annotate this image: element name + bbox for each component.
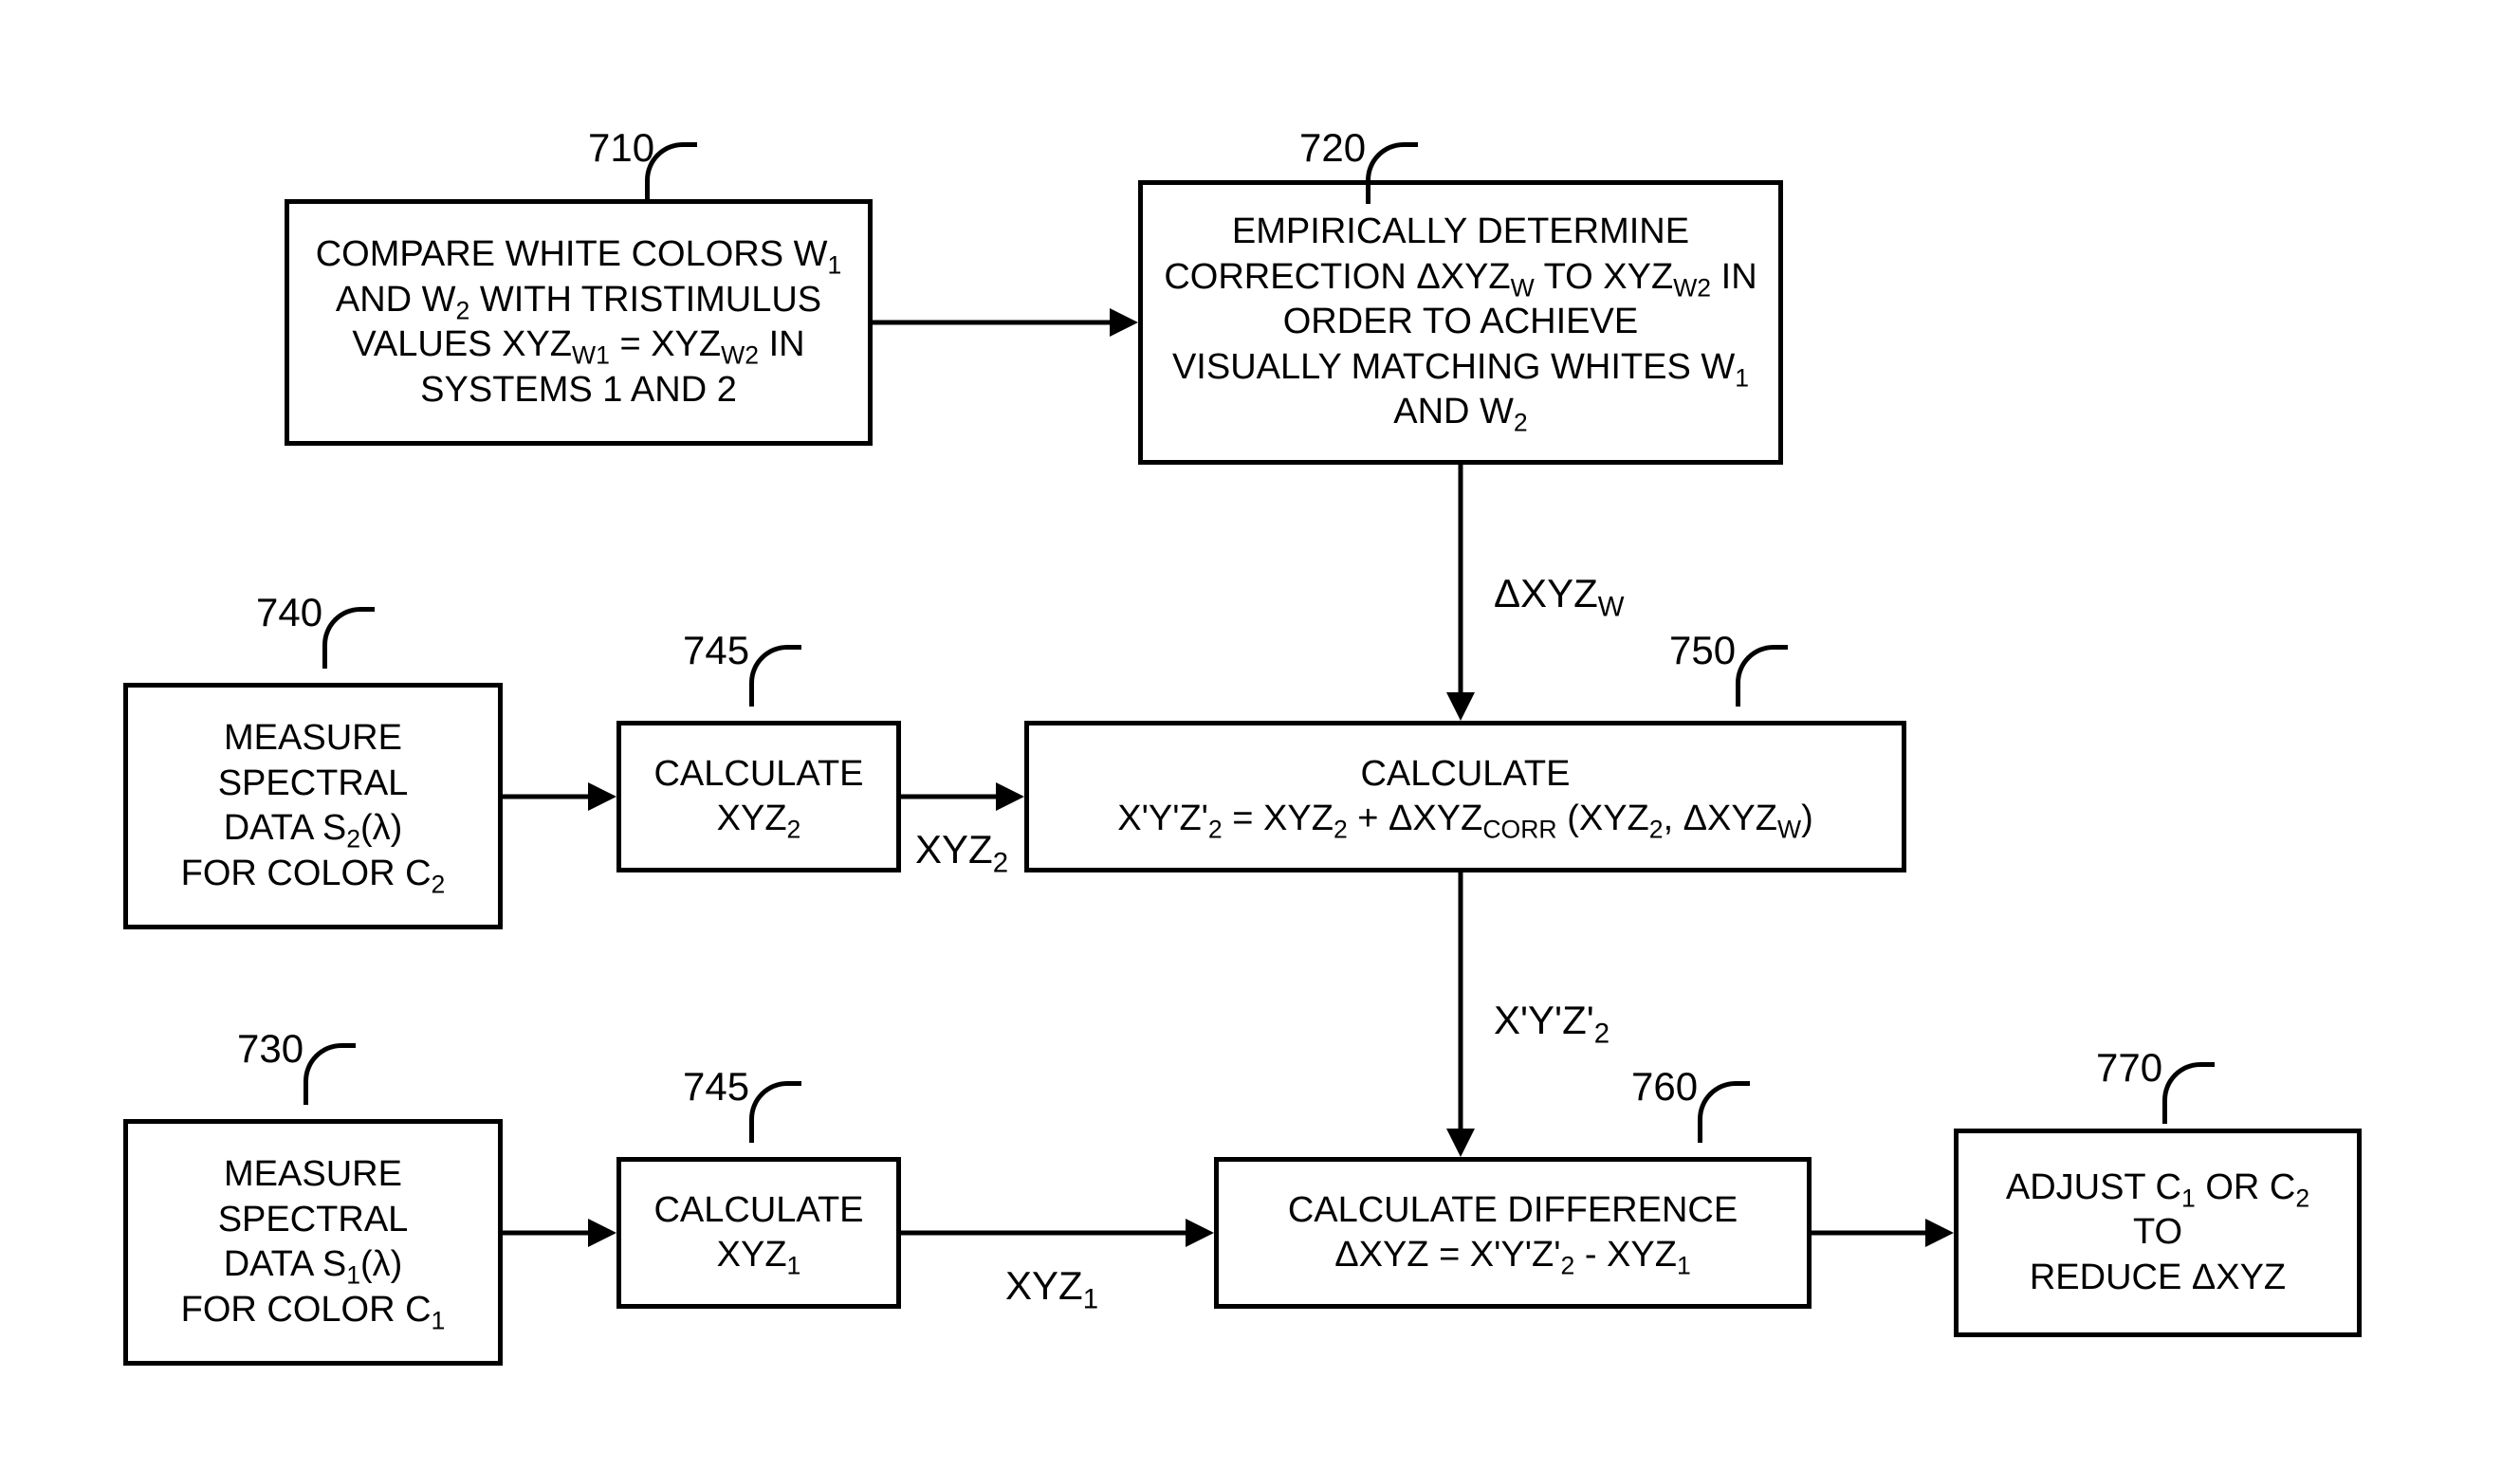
flow-node-745: CALCULATE XYZ1 — [616, 1157, 901, 1309]
flow-node-ref-770: 770 — [2096, 1043, 2162, 1093]
flow-node-750: CALCULATEX'Y'Z'2 = XYZ2 + ΔXYZCORR (XYZ2… — [1024, 721, 1906, 872]
ref-leader-hook — [304, 1043, 356, 1105]
flow-node-730: MEASURE SPECTRALDATA S1(λ)FOR COLOR C1 — [123, 1119, 503, 1366]
flow-node-text: CALCULATE XYZ2 — [640, 752, 877, 842]
flow-node-ref-760: 760 — [1631, 1062, 1698, 1112]
flow-node-ref-745: 745 — [683, 626, 749, 676]
edge-label: XYZ1 — [1005, 1261, 1098, 1312]
flow-node-770: ADJUST C1 OR C2 TOREDUCE ΔXYZ — [1954, 1129, 2362, 1337]
ref-leader-hook — [2162, 1062, 2215, 1124]
edge-label: X'Y'Z'2 — [1494, 996, 1609, 1046]
flow-node-760: CALCULATE DIFFERENCEΔXYZ = X'Y'Z'2 - XYZ… — [1214, 1157, 1812, 1309]
flow-node-ref-750: 750 — [1669, 626, 1736, 676]
flow-node-ref-730: 730 — [237, 1024, 304, 1074]
edge-label: XYZ2 — [915, 825, 1008, 875]
flow-node-text: ADJUST C1 OR C2 TOREDUCE ΔXYZ — [1977, 1166, 2338, 1301]
ref-leader-hook — [1698, 1081, 1750, 1143]
flow-node-ref-740: 740 — [256, 588, 322, 638]
flow-node-text: MEASURE SPECTRALDATA S2(λ)FOR COLOR C2 — [147, 716, 479, 896]
flow-node-740: MEASURE SPECTRALDATA S2(λ)FOR COLOR C2 — [123, 683, 503, 929]
flow-node-text: EMPIRICALLY DETERMINE CORRECTION ΔXYZW T… — [1162, 210, 1759, 435]
flow-node-ref-710: 710 — [588, 123, 654, 174]
flow-node-text: CALCULATE XYZ1 — [640, 1188, 877, 1278]
flow-node-text: CALCULATE DIFFERENCEΔXYZ = X'Y'Z'2 - XYZ… — [1288, 1188, 1738, 1278]
flow-node-ref-720: 720 — [1299, 123, 1366, 174]
ref-leader-hook — [1366, 142, 1418, 204]
flow-node-720: EMPIRICALLY DETERMINE CORRECTION ΔXYZW T… — [1138, 180, 1783, 465]
ref-leader-hook — [749, 645, 801, 707]
flow-node-745: CALCULATE XYZ2 — [616, 721, 901, 872]
flow-node-text: CALCULATEX'Y'Z'2 = XYZ2 + ΔXYZCORR (XYZ2… — [1117, 752, 1812, 842]
edge-label: ΔXYZW — [1494, 569, 1625, 619]
flowchart-canvas: COMPARE WHITE COLORS W1 AND W2 WITH TRIS… — [0, 0, 2520, 1469]
flow-node-ref-745: 745 — [683, 1062, 749, 1112]
flow-node-text: MEASURE SPECTRALDATA S1(λ)FOR COLOR C1 — [147, 1152, 479, 1332]
flow-node-710: COMPARE WHITE COLORS W1 AND W2 WITH TRIS… — [285, 199, 873, 446]
ref-leader-hook — [322, 607, 375, 669]
ref-leader-hook — [1736, 645, 1788, 707]
ref-leader-hook — [749, 1081, 801, 1143]
flow-node-text: COMPARE WHITE COLORS W1 AND W2 WITH TRIS… — [308, 232, 849, 413]
